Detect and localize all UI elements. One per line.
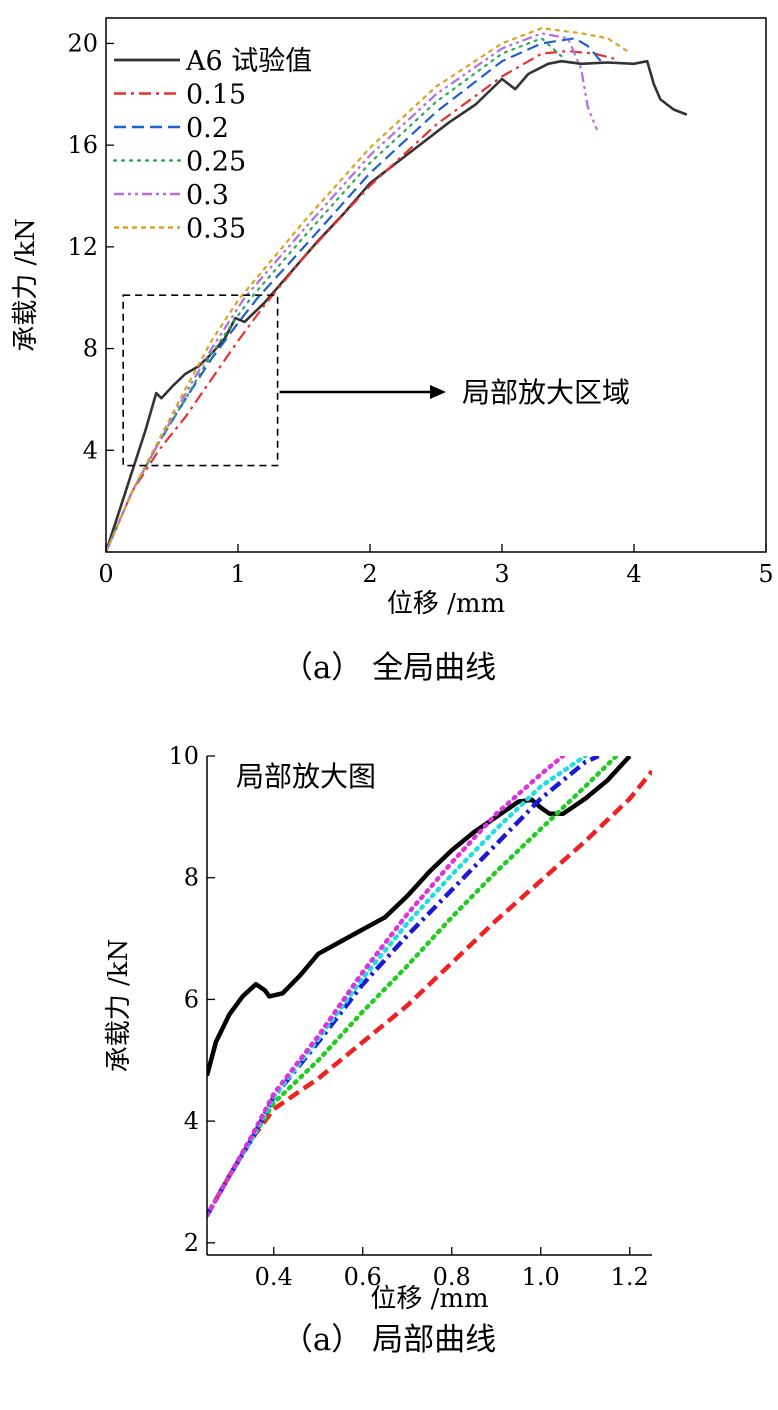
legend-label-1: 0.15 (186, 80, 246, 111)
x-tick-label-4: 4 (626, 560, 641, 588)
zoom-region-box (122, 294, 279, 467)
series-line-0 (106, 59, 688, 552)
x-tick-label-3: 1.0 (522, 1263, 560, 1291)
x-tick-label-4: 1.2 (611, 1263, 649, 1291)
y-tick-label-4: 20 (67, 29, 98, 57)
y-axis-title: 承载力 /kN (11, 218, 41, 352)
series-line-4 (106, 32, 599, 552)
x-tick-label-5: 5 (758, 560, 773, 588)
x-axis-title: 位移 /mm (387, 589, 505, 619)
legend-label-0: A6 试验值 (185, 46, 312, 77)
x-tick-label-3: 3 (494, 560, 509, 588)
plot-frame (105, 17, 767, 553)
y-tick-label-3: 8 (184, 864, 199, 892)
series-line-0 (207, 756, 632, 1077)
caption-global: （a） 全局曲线 (282, 650, 496, 686)
y-axis-title: 承载力 /kN (104, 939, 134, 1073)
y-tick-label-3: 16 (67, 131, 98, 159)
x-tick-label-2: 2 (362, 560, 377, 588)
series-line-1 (207, 769, 652, 1217)
annotation-arrowhead (430, 385, 446, 399)
series-line-2 (207, 756, 619, 1218)
series-group (207, 756, 652, 1218)
series-line-1 (106, 50, 615, 552)
x-tick-label-0: 0 (98, 560, 113, 588)
y-tick-label-2: 6 (184, 985, 199, 1013)
y-tick-label-1: 8 (83, 335, 98, 363)
legend-label-4: 0.3 (186, 180, 229, 211)
y-tick-label-4: 10 (168, 742, 199, 770)
series-group (106, 27, 688, 552)
y-tick-label-1: 4 (184, 1107, 199, 1135)
y-tick-label-0: 4 (83, 436, 98, 464)
annotation-label: 局部放大区域 (462, 376, 630, 409)
series-line-4 (207, 756, 588, 1218)
legend-label-2: 0.2 (186, 113, 229, 144)
series-line-3 (207, 756, 600, 1217)
series-line-5 (106, 27, 628, 552)
x-axis-title: 位移 /mm (370, 1284, 488, 1314)
legend-label-3: 0.25 (186, 147, 246, 178)
inset-title: 局部放大图 (236, 760, 376, 793)
chart-local: 0.4 0.6 0.8 1.0 1.2 2 4 6 8 10 位移 /mm 承载力 /kN 局部放大图 (104, 742, 652, 1314)
x-tick-label-0: 0.4 (255, 1263, 293, 1291)
y-tick-label-2: 12 (67, 233, 98, 261)
legend-label-5: 0.35 (186, 214, 246, 245)
x-tick-label-1: 0.6 (344, 1263, 382, 1291)
x-tick-label-1: 1 (230, 560, 245, 588)
series-line-2 (106, 37, 602, 552)
caption-local: （a） 局部曲线 (282, 1322, 496, 1358)
y-tick-label-0: 2 (184, 1229, 199, 1257)
series-line-5 (207, 756, 566, 1218)
x-tick-label-2: 0.8 (433, 1263, 471, 1291)
